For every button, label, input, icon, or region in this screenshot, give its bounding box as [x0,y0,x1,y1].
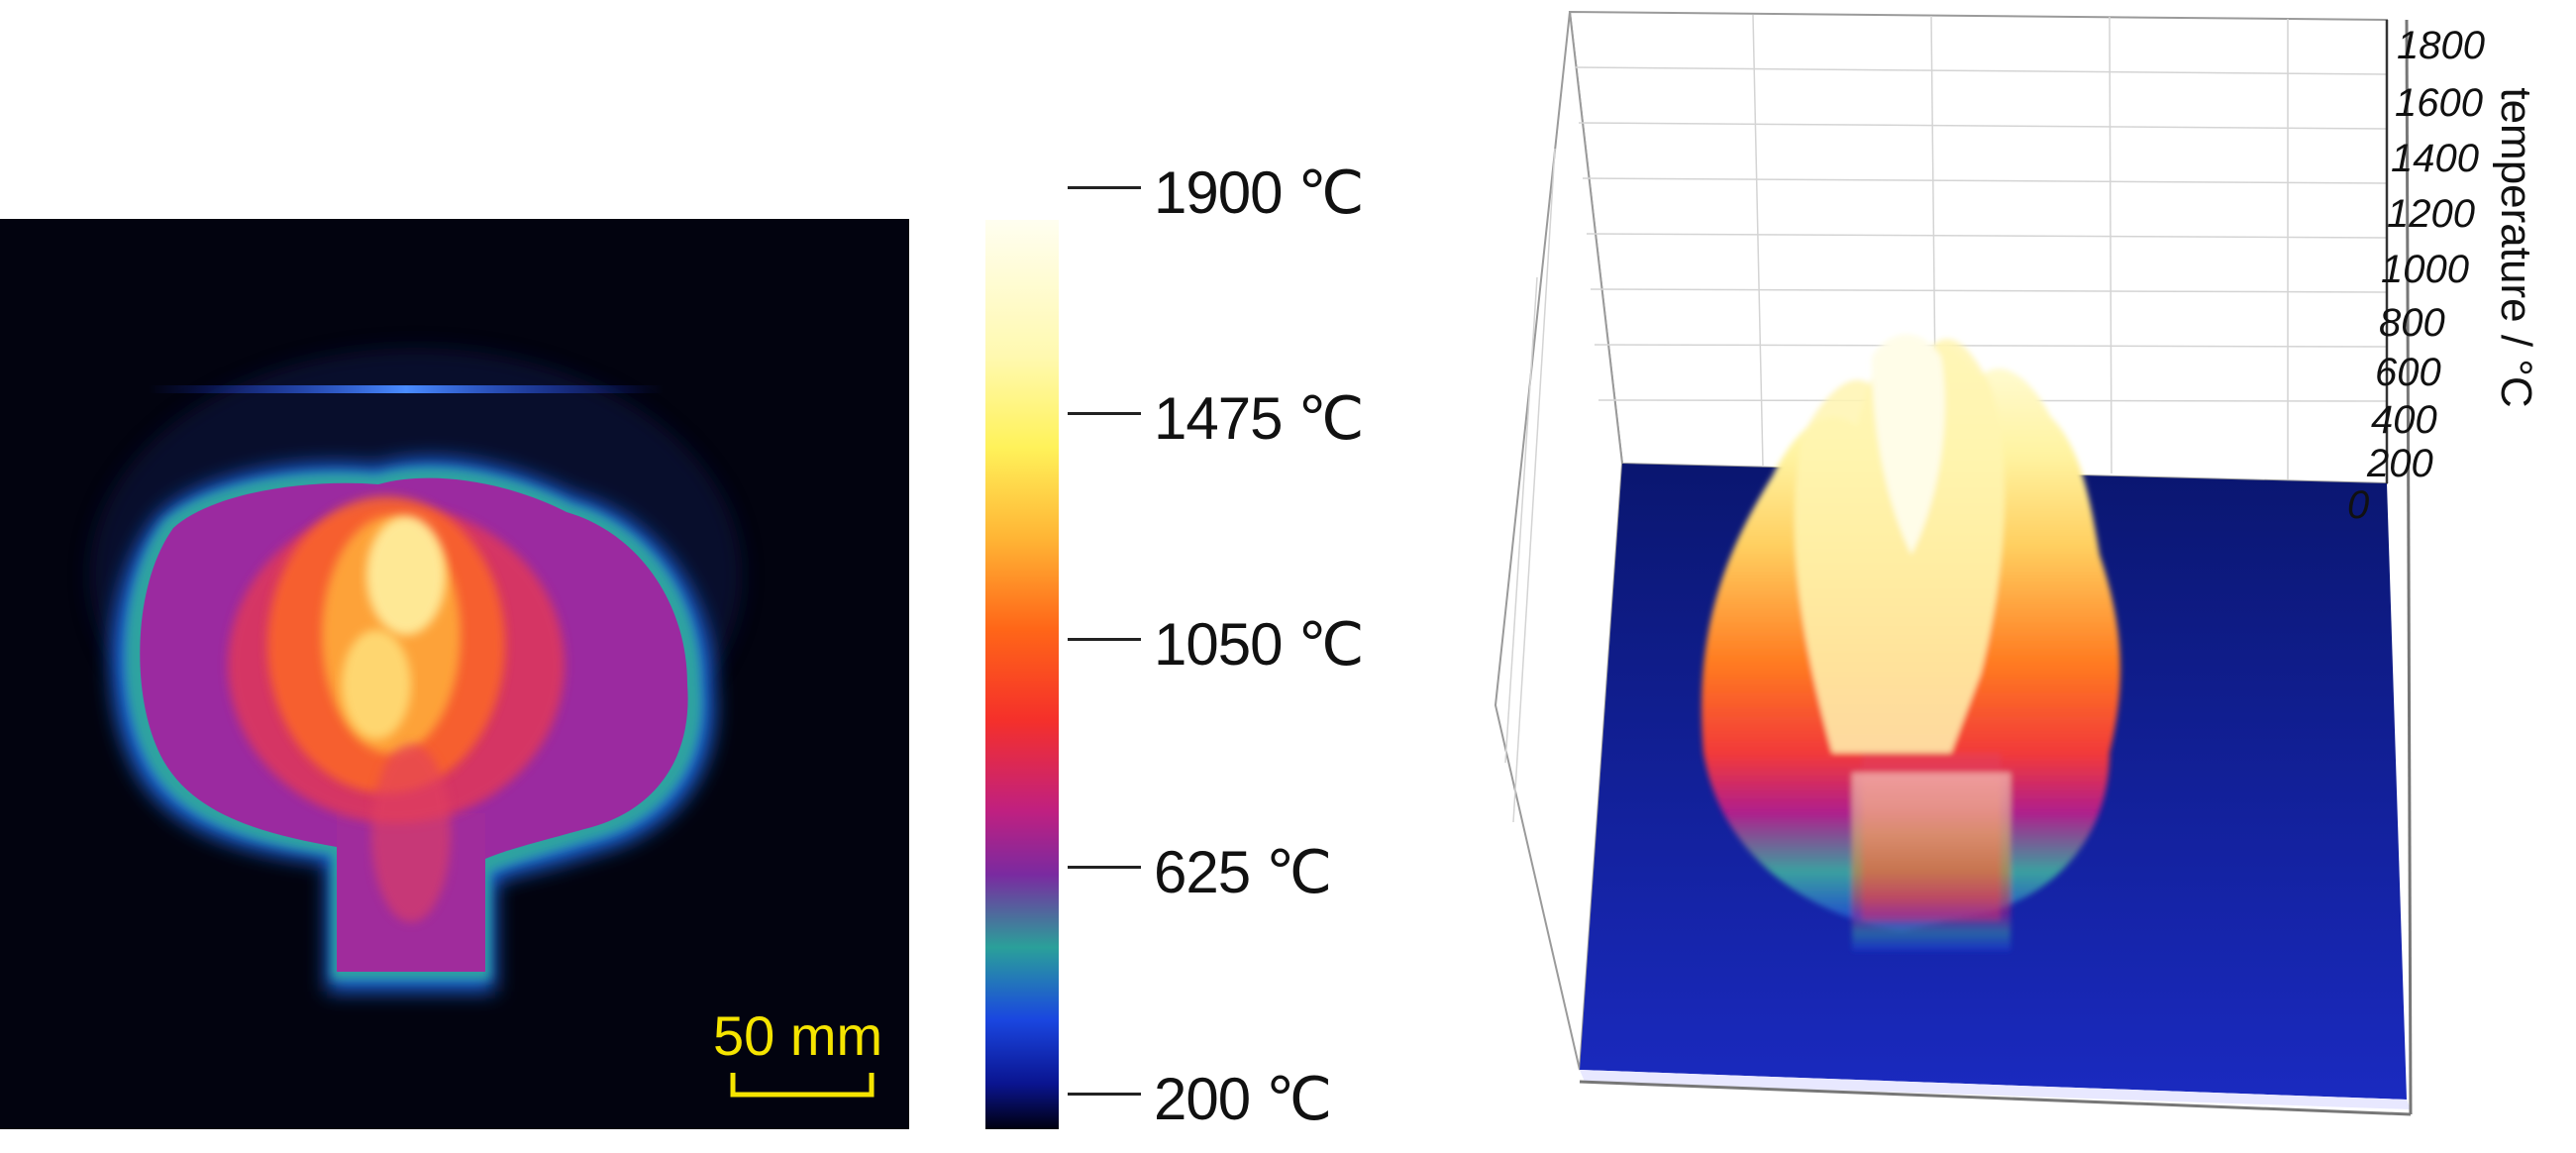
z-tick-1200: 1200 [2387,192,2475,236]
colorbar-tick-1475 [1068,412,1141,415]
colorbar-tick-1900 [1068,186,1141,189]
z-axis-title: temperature / °C [2492,87,2540,408]
colorbar [985,220,1059,1129]
z-tick-400: 400 [2371,398,2437,442]
plot-box [1494,10,2388,1071]
hot-streak [149,385,664,393]
surface-plot [1494,10,2413,1116]
z-tick-600: 600 [2375,351,2441,394]
thermal-image: 50 mm [0,219,909,1129]
colorbar-label-1050: 1050 ℃ [1154,611,1365,678]
colorbar-tick-200 [1068,1093,1141,1096]
temperature-surface [1701,334,2120,951]
z-tick-0: 0 [2347,483,2370,527]
colorbar-label-200: 200 ℃ [1154,1066,1332,1132]
colorbar-tick-625 [1068,866,1141,869]
colorbar-label-1900: 1900 ℃ [1154,159,1365,226]
scale-bar [730,1073,875,1098]
thermal-image-svg [89,348,875,1098]
z-tick-800: 800 [2379,301,2445,345]
z-tick-200: 200 [2367,442,2433,485]
colorbar-label-625: 625 ℃ [1154,839,1332,905]
colorbar-tick-1050 [1068,638,1141,641]
scale-bar-label: 50 mm [713,1004,883,1067]
z-tick-1600: 1600 [2395,81,2483,125]
z-tick-1800: 1800 [2397,24,2485,67]
z-tick-1000: 1000 [2381,248,2469,291]
colorbar-label-1475: 1475 ℃ [1154,385,1365,452]
z-tick-1400: 1400 [2391,137,2479,180]
